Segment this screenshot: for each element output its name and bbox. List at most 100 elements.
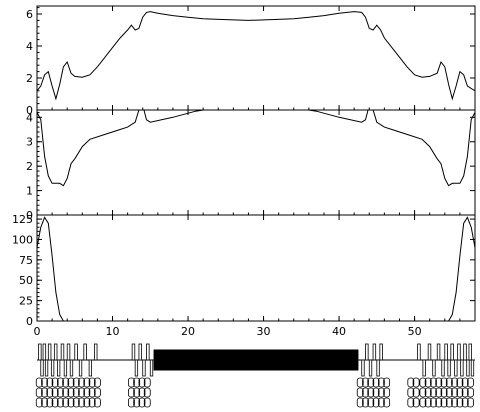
lattice-label-glyph — [143, 377, 151, 388]
lattice-label-glyph — [356, 377, 364, 388]
lattice-label-glyph — [372, 397, 380, 408]
lattice-element — [138, 343, 142, 361]
y-tick-label: 2 — [26, 160, 33, 173]
lattice-label-glyph — [127, 377, 135, 388]
lattice-label-glyph — [467, 387, 474, 398]
y-tick-label: 125 — [12, 213, 33, 226]
lattice-element — [368, 359, 373, 377]
series-line — [37, 216, 475, 321]
lattice-label-glyph — [419, 377, 427, 388]
lattice-label-glyph — [51, 387, 59, 398]
lattice-label-glyph — [94, 377, 101, 388]
lattice-element — [88, 359, 93, 377]
lattice-label-glyph — [461, 377, 469, 388]
lattice-label-glyph — [451, 377, 459, 388]
y-tick-label: 4 — [26, 40, 33, 53]
lattice-label-glyph — [407, 387, 415, 398]
panel-middle-line-chart: 0 1 2 3 4 — [26, 109, 476, 222]
lattice-label-glyph — [62, 387, 70, 398]
lattice-element — [432, 359, 436, 377]
lattice-label-glyph — [83, 387, 91, 398]
lattice-label-glyph — [35, 397, 43, 408]
lattice-label-glyph — [435, 377, 443, 388]
lattice-element — [379, 343, 383, 361]
lattice-label-glyph — [41, 397, 48, 408]
lattice-label-glyph — [424, 377, 432, 388]
lattice-label-glyph — [46, 387, 54, 398]
y-tick-label: 6 — [26, 8, 33, 21]
y-tick-label: 100 — [12, 233, 33, 246]
lattice-label-glyph — [435, 387, 443, 398]
lattice-label-glyph — [367, 397, 375, 408]
x-tick-label: 10 — [106, 325, 120, 338]
lattice-label-glyph — [356, 387, 364, 398]
lattice-label-glyph — [430, 397, 437, 408]
lattice-label-glyph — [467, 397, 474, 408]
lattice-label-glyph — [440, 377, 448, 388]
lattice-element — [444, 343, 448, 361]
lattice-label-glyph — [127, 387, 135, 398]
lattice-label-glyph — [133, 377, 141, 388]
lattice-label-glyph — [133, 397, 141, 408]
lattice-label-glyph — [419, 387, 427, 398]
lattice-layout — [35, 343, 475, 408]
lattice-label-glyph — [362, 377, 369, 388]
lattice-label-glyph — [83, 377, 91, 388]
lattice-element — [361, 359, 365, 377]
lattice-element — [376, 359, 380, 377]
lattice-label-glyph — [46, 397, 54, 408]
lattice-label-glyph — [46, 377, 54, 388]
lattice-label-glyph — [35, 377, 43, 388]
lattice-element — [50, 359, 55, 377]
series-line — [37, 110, 475, 187]
plot-frame — [36, 109, 476, 216]
lattice-label-glyph — [412, 397, 420, 408]
lattice-label-glyph — [456, 397, 464, 408]
lattice-element — [74, 343, 78, 361]
lattice-label-glyph — [78, 377, 85, 388]
lattice-element — [447, 359, 451, 377]
lattice-element — [463, 343, 467, 361]
lattice-label-glyph — [445, 397, 453, 408]
lattice-label-glyph — [57, 377, 64, 388]
y-tick-label: 50 — [19, 274, 33, 287]
lattice-label-glyph — [83, 397, 91, 408]
lattice-element — [40, 359, 44, 377]
lattice-element — [365, 343, 369, 361]
lattice-element — [69, 359, 74, 377]
y-tick-label: 4 — [26, 111, 33, 124]
lattice-element — [149, 359, 154, 377]
lattice-label-glyph — [78, 387, 85, 398]
lattice-label-glyph — [383, 397, 391, 408]
lattice-label-glyph — [383, 377, 391, 388]
lattice-element — [146, 343, 150, 361]
lattice-element — [78, 359, 83, 377]
lattice-label-glyph — [35, 387, 43, 398]
y-tick-label: 1 — [26, 185, 33, 198]
lattice-element — [42, 343, 47, 361]
lattice-element — [142, 359, 146, 377]
lattice-label-glyph — [94, 397, 101, 408]
lattice-label-glyph — [88, 377, 96, 388]
lattice-label-glyph — [67, 377, 75, 388]
lattice-element — [422, 359, 426, 377]
lattice-label-glyph — [72, 387, 80, 398]
lattice-label-glyph — [383, 387, 391, 398]
y-tick-label: 0 — [26, 209, 33, 222]
lattice-element — [93, 343, 98, 361]
lattice-label-glyph — [51, 397, 59, 408]
lattice-label-glyph — [467, 377, 474, 388]
lattice-label-glyph — [461, 397, 469, 408]
lattice-label-glyph — [62, 377, 70, 388]
lattice-element — [66, 343, 71, 361]
x-tick-label: 50 — [408, 325, 422, 338]
lattice-label-glyph — [372, 387, 380, 398]
lattice-element — [441, 359, 445, 377]
lattice-element — [372, 343, 377, 361]
lattice-element — [44, 359, 49, 377]
panel-top-line-chart: 0 2 4 6 — [26, 5, 476, 117]
lattice-label-glyph — [377, 377, 385, 388]
series-line — [37, 11, 475, 101]
plot-frame — [36, 5, 476, 111]
